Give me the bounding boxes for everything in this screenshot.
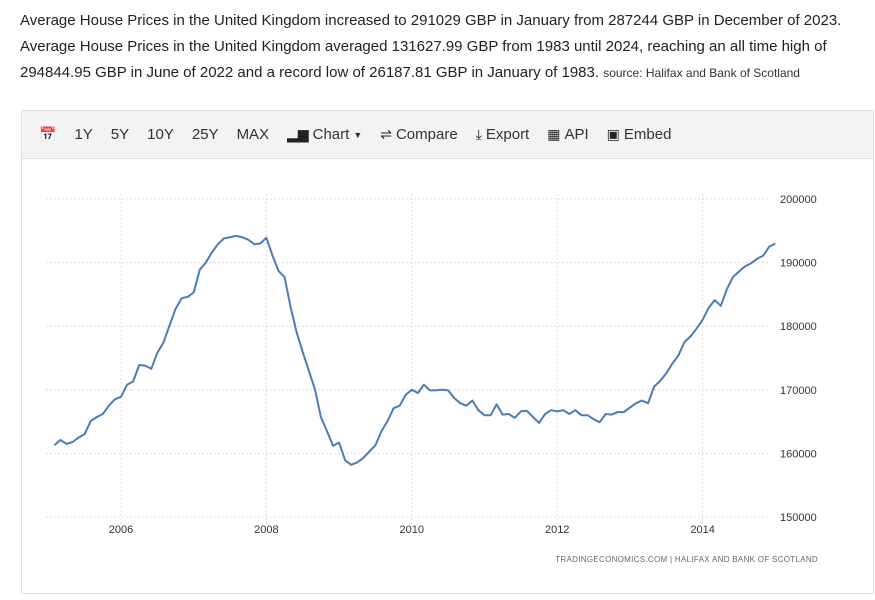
- compare-button[interactable]: ⇌ Compare: [380, 126, 457, 143]
- calendar-icon[interactable]: 📅: [39, 126, 57, 142]
- y-tick-label: 170000: [780, 385, 817, 397]
- caret-down-icon: ▼: [353, 129, 363, 140]
- source-link[interactable]: source: Halifax and Bank of Scotland: [603, 66, 800, 80]
- range-10y-button[interactable]: 10Y: [147, 126, 174, 143]
- range-max-button[interactable]: MAX: [236, 126, 270, 143]
- x-tick-label: 2008: [254, 524, 278, 536]
- description-text: Average House Prices in the United Kingd…: [20, 12, 842, 81]
- y-tick-label: 200000: [780, 194, 817, 206]
- bar-chart-icon: ▂▆: [287, 126, 309, 142]
- range-25y-button[interactable]: 25Y: [191, 126, 219, 143]
- shuffle-icon: ⇌: [380, 126, 392, 142]
- export-label: Export: [485, 126, 530, 143]
- embed-label: Embed: [623, 126, 672, 143]
- price-series-line: [53, 234, 776, 466]
- y-tick-label: 160000: [780, 448, 817, 460]
- chart-credit: TRADINGECONOMICS.COM | HALIFAX AND BANK …: [555, 555, 818, 564]
- chart-type-button[interactable]: ▂▆ Chart ▼: [287, 126, 362, 143]
- image-icon: ▣: [606, 126, 620, 142]
- description: Average House Prices in the United Kingd…: [20, 8, 870, 86]
- api-button[interactable]: ▦ API: [547, 126, 588, 143]
- download-icon: ⤓: [475, 126, 482, 142]
- range-5y-button[interactable]: 5Y: [110, 126, 130, 143]
- compare-label: Compare: [395, 126, 458, 143]
- y-tick-label: 150000: [780, 512, 817, 524]
- range-1y-button[interactable]: 1Y: [74, 126, 93, 143]
- x-tick-label: 2014: [690, 524, 714, 536]
- chart-toolbar: 📅 1Y 5Y 10Y 25Y MAX ▂▆ Chart ▼ ⇌ Compare ⤓ E…: [22, 111, 873, 159]
- api-label: API: [564, 126, 589, 143]
- embed-button[interactable]: ▣ Embed: [607, 126, 672, 143]
- y-tick-label: 180000: [780, 321, 817, 333]
- x-tick-label: 2012: [545, 524, 569, 536]
- y-tick-label: 190000: [780, 258, 817, 270]
- line-chart: 150000 160000 170000 180000 190000 200000 2006…: [46, 194, 818, 564]
- x-tick-label: 2010: [400, 524, 424, 536]
- grid-icon: ▦: [547, 126, 561, 142]
- export-button[interactable]: ⤓ Export: [476, 126, 530, 143]
- x-tick-label: 2006: [109, 524, 133, 536]
- chart-panel: 📅 1Y 5Y 10Y 25Y MAX ▂▆ Chart ▼ ⇌ Compare ⤓ E…: [21, 110, 874, 594]
- chart-label: Chart: [312, 126, 350, 143]
